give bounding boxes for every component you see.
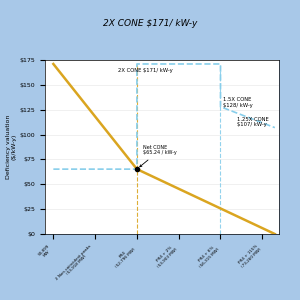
Text: 1.5X CONE
$128/ kW-y: 1.5X CONE $128/ kW-y xyxy=(223,97,252,108)
Y-axis label: Deficiency valuation
($/kW-y): Deficiency valuation ($/kW-y) xyxy=(6,115,17,179)
Text: 1.25X CONE
$107/ kW-y: 1.25X CONE $107/ kW-y xyxy=(237,117,269,128)
Text: 2X CONE $171/ kW-y: 2X CONE $171/ kW-y xyxy=(103,20,197,28)
Text: Net CONE
$65.24 / kW-y: Net CONE $65.24 / kW-y xyxy=(140,145,177,167)
Text: 2X CONE $171/ kW-y: 2X CONE $171/ kW-y xyxy=(118,68,173,73)
